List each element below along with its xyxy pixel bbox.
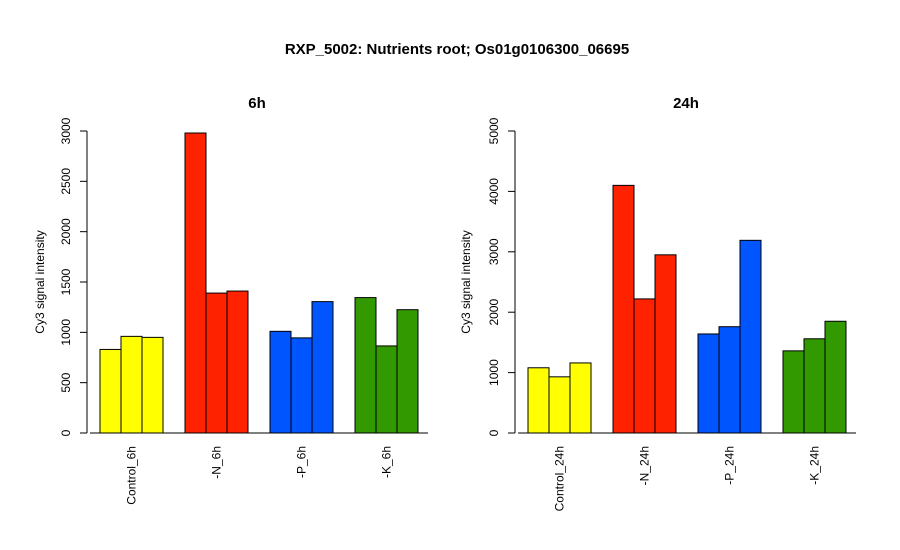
y-tick-label: 2000 [487, 299, 501, 326]
x-tick-label: -P_24h [723, 446, 737, 485]
bar-6h-control6h-3 [141, 336, 164, 434]
bar-6h-p6h-2 [290, 337, 313, 434]
y-tick-label: 2500 [59, 168, 73, 195]
y-axis-label-24h: Cy3 signal intensity [459, 230, 473, 333]
bar-6h-n6h-2 [205, 292, 228, 434]
bar-6h-k6h-1 [354, 297, 377, 434]
x-tick-label: -K_24h [808, 446, 822, 485]
bar-24h-p24h-1 [697, 333, 720, 434]
y-tick-label: 3000 [59, 117, 73, 144]
bar-6h-k6h-3 [396, 309, 419, 434]
x-tick-label: Control_24h [553, 446, 567, 511]
bar-24h-control24h-2 [548, 376, 571, 434]
y-tick-label: 500 [59, 372, 73, 392]
bar-24h-control24h-1 [527, 367, 550, 434]
y-tick-label: 0 [59, 429, 73, 436]
bar-24h-control24h-3 [569, 362, 592, 434]
x-tick-label: -N_6h [210, 446, 224, 479]
bar-24h-k24h-2 [803, 338, 826, 434]
main-title: RXP_5002: Nutrients root; Os01g0106300_0… [285, 41, 629, 58]
y-tick-label: 4000 [487, 178, 501, 205]
panel-title-24h: 24h [673, 95, 699, 112]
bar-24h-k24h-3 [824, 320, 847, 434]
bar-6h-p6h-3 [311, 301, 334, 434]
panel-6h: 6h Cy3 signal intensity 0 500 1000 1500 2000… [33, 95, 428, 505]
bar-24h-p24h-2 [718, 326, 741, 434]
bar-6h-n6h-1 [184, 132, 207, 434]
bar-24h-p24h-3 [739, 239, 762, 434]
y-tick-label: 2000 [59, 218, 73, 245]
y-tick-label: 1500 [59, 268, 73, 295]
bar-6h-p6h-1 [269, 330, 292, 434]
bar-24h-n24h-1 [612, 184, 635, 434]
x-tick-label: Control_6h [125, 446, 139, 505]
x-tick-label: -N_24h [638, 446, 652, 485]
bar-6h-control6h-2 [120, 335, 143, 434]
y-tick-label: 5000 [487, 117, 501, 144]
y-axis-label-6h: Cy3 signal intensity [33, 230, 47, 333]
y-tick-label: 1000 [487, 359, 501, 386]
bar-24h-k24h-1 [782, 350, 805, 434]
x-tick-label: -K_6h [380, 446, 394, 478]
bar-24h-n24h-2 [633, 298, 656, 434]
x-tick-label: -P_6h [295, 446, 309, 478]
bar-6h-n6h-3 [226, 290, 249, 434]
bar-6h-k6h-2 [375, 345, 398, 434]
panel-title-6h: 6h [248, 95, 266, 112]
bar-6h-control6h-1 [99, 348, 122, 434]
bar-24h-n24h-3 [654, 254, 677, 434]
panel-24h: 24h Cy3 signal intensity 0 1000 2000 3000 40… [459, 95, 856, 511]
y-tick-label: 3000 [487, 238, 501, 265]
y-tick-label: 1000 [59, 319, 73, 346]
y-tick-label: 0 [487, 429, 501, 436]
